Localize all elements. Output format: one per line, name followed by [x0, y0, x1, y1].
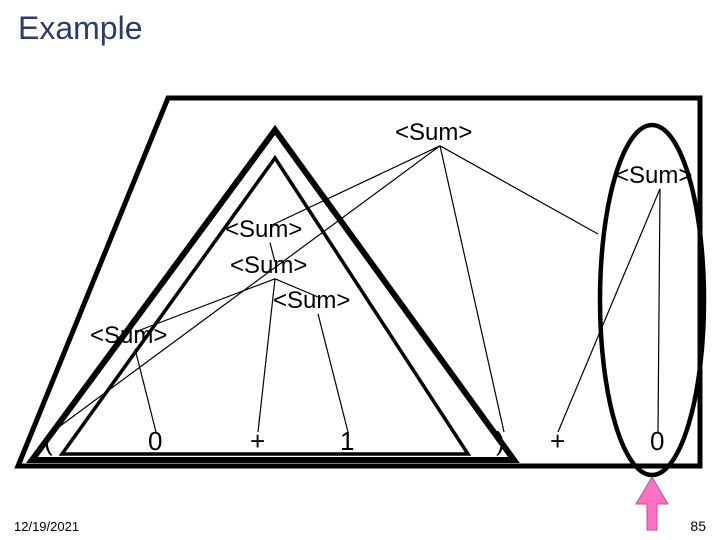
terminal-leaf: + [250, 426, 265, 457]
tree-edge [52, 146, 440, 432]
diagram-stage [0, 0, 720, 540]
terminal-leaf: + [550, 426, 565, 457]
nonterminal-node: <Sum> [615, 162, 692, 190]
nonterminal-node: <Sum> [230, 252, 307, 280]
nonterminal-node: <Sum> [273, 287, 350, 315]
tree-edge [135, 349, 156, 432]
terminal-leaf: 1 [340, 426, 354, 457]
tree-edge [658, 189, 660, 432]
terminal-leaf: 0 [650, 426, 664, 457]
trapezoid-shape [18, 98, 700, 466]
terminal-leaf: ( [44, 426, 53, 457]
terminal-leaf: ) [496, 426, 505, 457]
nonterminal-node: <Sum> [395, 119, 472, 147]
tree-edge [440, 146, 598, 234]
terminal-leaf: 0 [148, 426, 162, 457]
tree-edge [440, 146, 504, 432]
nonterminal-node: <Sum> [225, 216, 302, 244]
nonterminal-node: <Sum> [90, 322, 167, 350]
highlight-arrow-icon [636, 477, 668, 530]
tree-edge [318, 314, 348, 432]
